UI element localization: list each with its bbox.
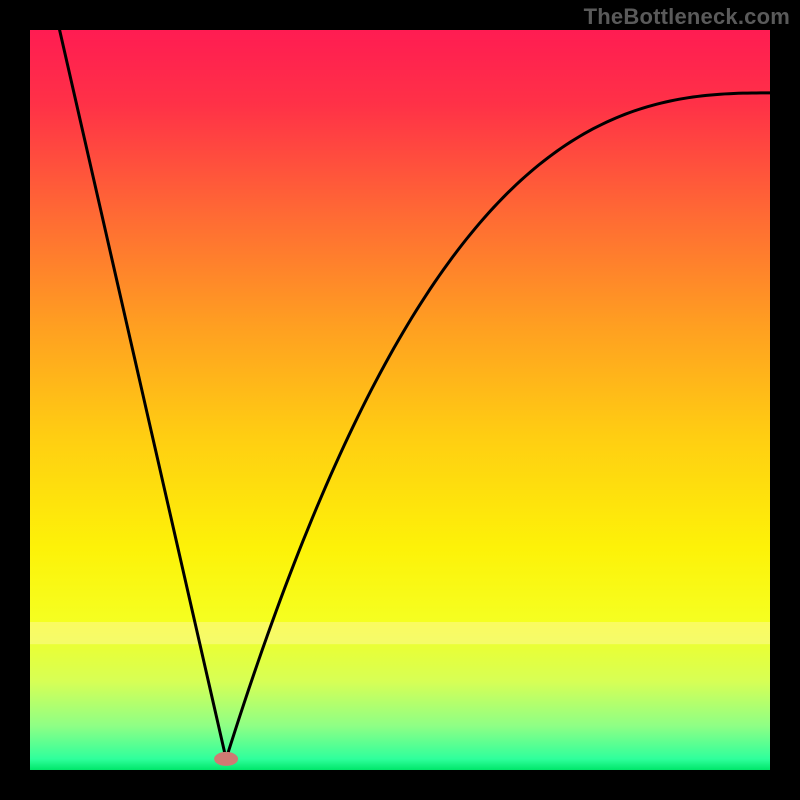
chart-frame: TheBottleneck.com [0,0,800,800]
chart-background [30,30,770,770]
optimal-point-marker [214,752,238,766]
bottleneck-chart [30,30,770,770]
watermark-text: TheBottleneck.com [584,4,790,30]
highlight-strip [30,622,770,644]
